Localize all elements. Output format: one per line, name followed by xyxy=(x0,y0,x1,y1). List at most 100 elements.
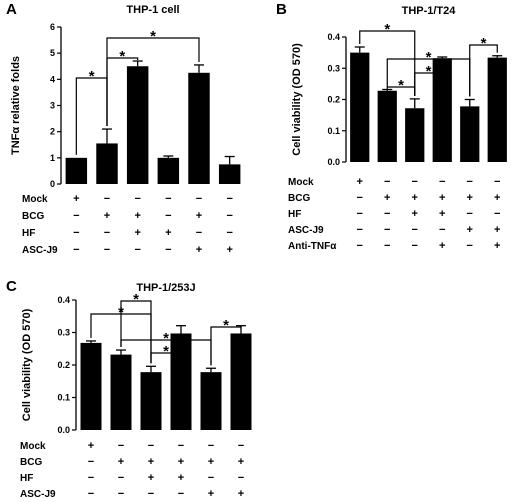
minus-sign: − xyxy=(178,440,184,452)
significance-marker: * xyxy=(223,317,229,334)
plus-sign: + xyxy=(467,224,473,236)
y-tick-label: 4 xyxy=(50,74,55,84)
panel-c: C THP-1/253J 0.0 0.1 0.2 0.3 0.4 Cell viability… xyxy=(6,278,252,500)
minus-sign: − xyxy=(88,488,94,500)
condition-label: HF xyxy=(20,473,33,484)
plus-sign: + xyxy=(412,208,418,220)
y-axis-label: Cell viability (OD 570) xyxy=(291,43,303,156)
plus-sign: + xyxy=(238,488,244,500)
significance-marker: * xyxy=(426,63,432,80)
bar xyxy=(157,157,180,184)
plus-sign: + xyxy=(384,192,390,204)
condition-label: ASC-J9 xyxy=(20,489,56,500)
plus-sign: + xyxy=(178,472,184,484)
minus-sign: − xyxy=(412,240,418,252)
y-tick-label: 0.1 xyxy=(327,126,340,136)
condition-label: BCG xyxy=(288,193,310,204)
minus-sign: − xyxy=(208,472,214,484)
plus-sign: + xyxy=(494,224,500,236)
minus-sign: − xyxy=(73,210,79,222)
minus-sign: − xyxy=(134,193,140,205)
y-tick-label: 0.2 xyxy=(57,360,70,370)
minus-sign: − xyxy=(384,240,390,252)
plus-sign: + xyxy=(73,193,79,205)
minus-sign: − xyxy=(178,488,184,500)
y-tick-label: 2 xyxy=(50,127,55,137)
chart-title: THP-1/T24 xyxy=(402,5,457,17)
minus-sign: − xyxy=(357,240,363,252)
condition-label: HF xyxy=(22,228,35,239)
minus-sign: − xyxy=(467,208,473,220)
y-axis-label: Cell viability (OD 570) xyxy=(21,308,33,421)
plus-sign: + xyxy=(357,176,363,188)
minus-sign: − xyxy=(357,208,363,220)
minus-sign: − xyxy=(494,176,500,188)
minus-sign: − xyxy=(226,227,232,239)
bar xyxy=(230,333,252,430)
minus-sign: − xyxy=(196,227,202,239)
condition-label: Mock xyxy=(288,177,314,188)
minus-sign: − xyxy=(439,224,445,236)
minus-sign: − xyxy=(165,210,171,222)
minus-sign: − xyxy=(73,227,79,239)
minus-sign: − xyxy=(148,440,154,452)
minus-sign: − xyxy=(208,440,214,452)
minus-sign: − xyxy=(104,244,110,256)
minus-sign: − xyxy=(357,224,363,236)
bar xyxy=(377,90,397,162)
minus-sign: − xyxy=(196,193,202,205)
significance-bracket xyxy=(90,313,152,364)
significance-marker: * xyxy=(150,28,156,45)
bar xyxy=(126,66,149,184)
plus-sign: + xyxy=(226,244,232,256)
bar xyxy=(170,333,192,430)
minus-sign: − xyxy=(494,208,500,220)
y-tick-label: 5 xyxy=(50,48,55,58)
plus-sign: + xyxy=(238,456,244,468)
minus-sign: − xyxy=(118,440,124,452)
minus-sign: − xyxy=(384,176,390,188)
y-tick-label: 0.3 xyxy=(57,328,70,338)
plus-sign: + xyxy=(104,210,110,222)
significance-bracket xyxy=(414,72,443,96)
plus-sign: + xyxy=(208,488,214,500)
plus-sign: + xyxy=(439,240,445,252)
panel-a: A THP-1 cell 0 1 2 3 4 5 6 TNFα relative folds * * *… xyxy=(6,1,241,256)
minus-sign: − xyxy=(104,227,110,239)
panel-letter: B xyxy=(276,1,287,18)
significance-bracket xyxy=(120,300,152,364)
significance-bracket xyxy=(386,86,416,96)
bar xyxy=(350,52,370,162)
plus-sign: + xyxy=(196,210,202,222)
minus-sign: − xyxy=(384,208,390,220)
minus-sign: − xyxy=(148,488,154,500)
y-tick-label: 3 xyxy=(50,101,55,111)
plus-sign: + xyxy=(118,456,124,468)
plus-sign: + xyxy=(494,192,500,204)
y-tick-label: 0.0 xyxy=(327,157,340,167)
minus-sign: − xyxy=(238,440,244,452)
minus-sign: − xyxy=(118,488,124,500)
y-tick-label: 0.0 xyxy=(57,425,70,435)
minus-sign: − xyxy=(104,193,110,205)
plus-sign: + xyxy=(165,227,171,239)
plus-sign: + xyxy=(148,456,154,468)
bar xyxy=(188,72,210,184)
bar xyxy=(487,57,507,162)
bar xyxy=(96,143,118,184)
panel-letter: A xyxy=(6,1,17,18)
significance-bracket xyxy=(120,339,212,366)
y-tick-label: 0 xyxy=(50,179,55,189)
minus-sign: − xyxy=(134,244,140,256)
chart-title: THP-1/253J xyxy=(136,282,195,294)
significance-marker: * xyxy=(426,49,432,66)
bar xyxy=(140,372,162,430)
minus-sign: − xyxy=(88,472,94,484)
plus-sign: + xyxy=(134,210,140,222)
significance-bracket xyxy=(75,77,108,155)
plus-sign: + xyxy=(178,456,184,468)
plus-sign: + xyxy=(467,192,473,204)
y-tick-label: 0.2 xyxy=(327,95,340,105)
y-tick-label: 0.3 xyxy=(327,63,340,73)
